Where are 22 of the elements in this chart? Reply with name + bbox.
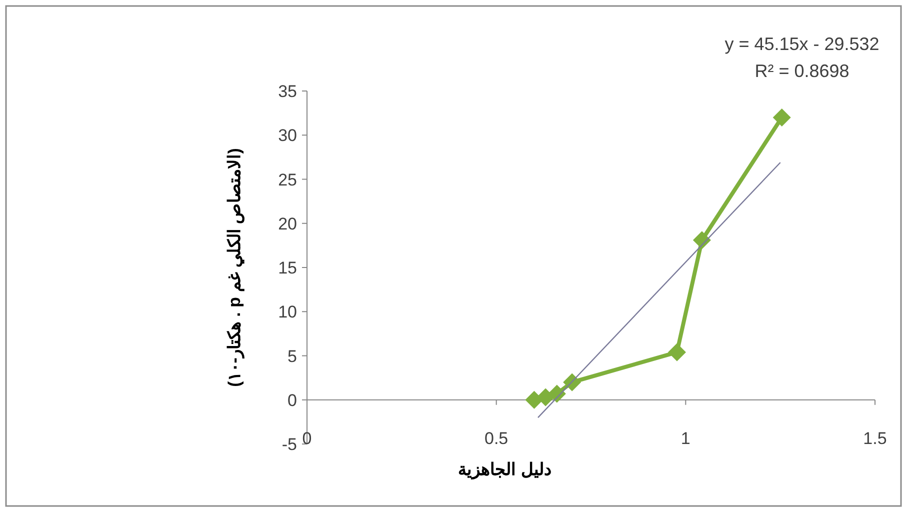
point (668, 343, 686, 362)
y-axis-title: (الامتصاص الكلي غم p . هكتار-١٠) (225, 148, 245, 387)
text: y = 45.15x - 29.532 (724, 34, 880, 54)
point (536, 388, 555, 406)
y-tick-label: 35 (278, 82, 297, 101)
y-tick-label: 10 (278, 302, 297, 322)
y-tick-label: 30 (278, 126, 297, 146)
x-axis-title: دليل الجاهزية (458, 460, 552, 480)
y-tick-label: 20 (278, 214, 297, 234)
y-tick-label: -5 (282, 435, 297, 454)
text: R² = 0.8698 (754, 61, 850, 81)
y-tick-label: 15 (278, 258, 297, 278)
x-tick-label: 1 (680, 429, 690, 448)
point (563, 373, 582, 392)
x-tick-label: 0.5 (484, 429, 508, 448)
y-tick-label: 5 (288, 346, 297, 366)
x-tick-label: 1.5 (863, 429, 887, 448)
y-tick-label: 25 (278, 170, 297, 190)
y-tick-label: 0 (288, 390, 297, 410)
point (548, 384, 566, 403)
point (772, 108, 791, 126)
point (692, 231, 711, 250)
